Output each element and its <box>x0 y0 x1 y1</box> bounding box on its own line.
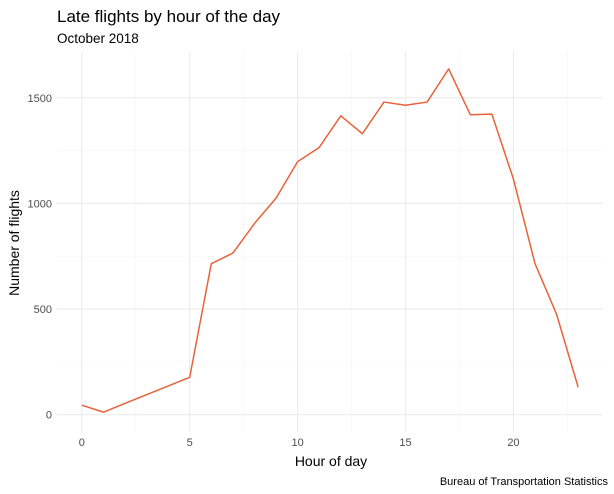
y-axis-ticks: 0 500 1000 1500 <box>28 93 52 422</box>
chart-subtitle: October 2018 <box>57 31 139 46</box>
grid <box>57 52 603 432</box>
x-tick-label: 0 <box>79 437 85 449</box>
series-lines <box>81 68 579 413</box>
x-axis-ticks: 0 5 10 15 20 <box>79 437 520 449</box>
y-tick-label: 1500 <box>28 93 52 105</box>
x-tick-label: 10 <box>292 437 304 449</box>
chart-title: Late flights by hour of the day <box>57 7 281 26</box>
y-tick-label: 0 <box>46 410 52 422</box>
series-line <box>81 68 579 413</box>
x-tick-label: 5 <box>187 437 193 449</box>
x-axis-title: Hour of day <box>295 453 367 469</box>
y-tick-label: 500 <box>34 304 52 316</box>
x-tick-label: 15 <box>399 437 411 449</box>
x-tick-label: 20 <box>507 437 519 449</box>
chart-caption: Bureau of Transportation Statistics <box>440 476 609 488</box>
y-axis-title: Number of flights <box>6 190 22 296</box>
y-tick-label: 1000 <box>28 198 52 210</box>
